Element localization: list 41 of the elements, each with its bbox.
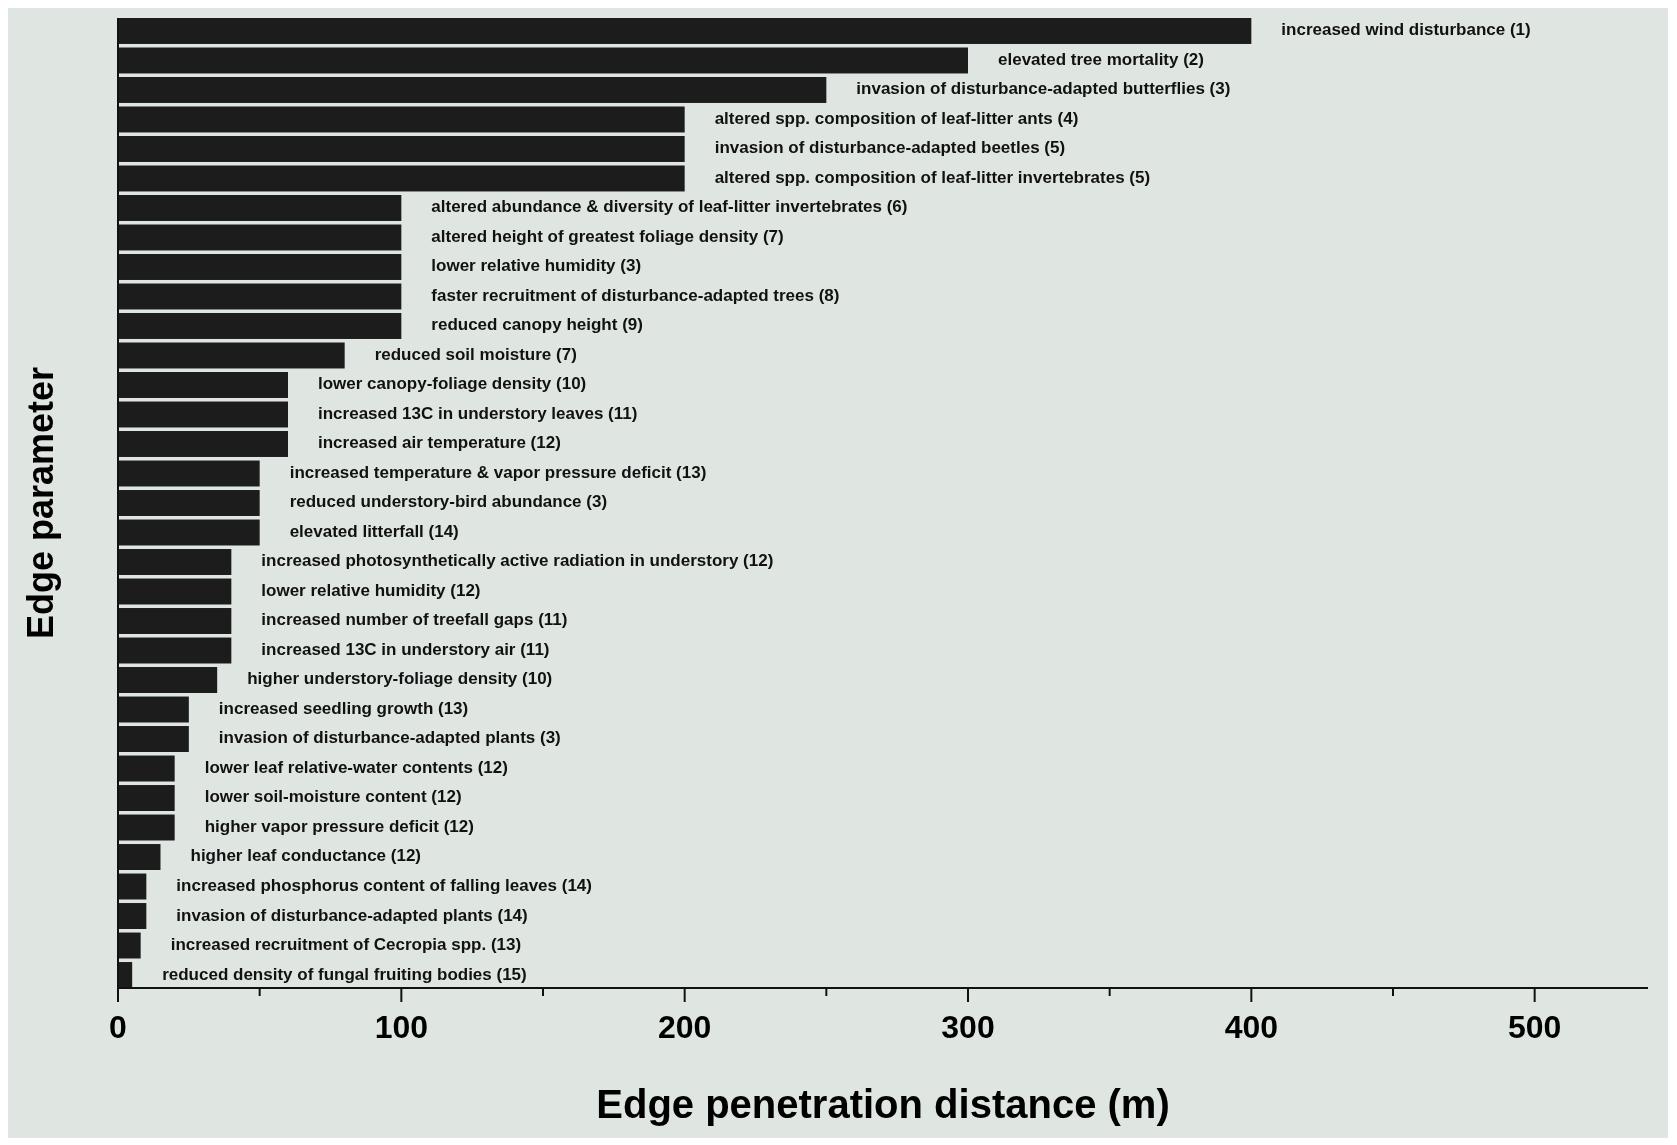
y-tick-label: reduced understory-bird abundance (3) — [289, 492, 608, 512]
y-tick-label: increased number of treefall gaps (11) — [261, 610, 568, 630]
y-tick-label: elevated tree mortality (2) — [998, 49, 1204, 69]
x-tick-label: 200 — [657, 1009, 712, 1045]
y-tick-label: reduced density of fungal fruiting bodies (15) — [162, 964, 527, 984]
y-tick-label: lower relative humidity (3) — [431, 256, 642, 276]
y-tick-label: altered spp. composition of leaf-litter ants (4) — [714, 108, 1079, 128]
y-tick-label: lower relative humidity (12) — [261, 580, 481, 600]
y-tick-label: lower leaf relative-water contents (12) — [204, 758, 508, 777]
x-tick-label: 400 — [1224, 1009, 1279, 1045]
y-tick-label: faster recruitment of disturbance-adapted trees (8) — [431, 285, 840, 305]
y-tick-label: increased phosphorus content of falling leaves (14) — [176, 876, 592, 895]
x-tick-label: 100 — [374, 1009, 429, 1045]
y-tick-label: higher understory-foliage density (10) — [247, 669, 553, 689]
x-tick-label: 500 — [1507, 1009, 1562, 1045]
y-tick-label: invasion of disturbance-adapted plants (3) — [218, 728, 561, 748]
y-tick-label: higher vapor pressure deficit (12) — [204, 817, 474, 836]
y-axis-title: Edge parameter — [20, 366, 61, 640]
y-tick-label: lower soil-moisture content (12) — [204, 787, 462, 807]
y-tick-label: increased wind disturbance (1) — [1281, 20, 1531, 40]
y-tick-label: increased 13C in understory leaves (11) — [318, 403, 638, 423]
y-tick-label: altered spp. composition of leaf-litter invertebrates (5) — [714, 167, 1151, 187]
x-tick-label: 0 — [109, 1009, 127, 1045]
y-tick-label: increased 13C in understory air (11) — [261, 639, 550, 659]
y-tick-label: increased air temperature (12) — [318, 433, 561, 453]
y-tick-label: reduced soil moisture (7) — [374, 344, 577, 364]
y-tick-label: higher leaf conductance (12) — [190, 846, 421, 866]
y-tick-label: invasion of disturbance-adapted plants (14) — [176, 905, 528, 925]
y-tick-label: increased seedling growth (13) — [218, 698, 469, 718]
y-tick-label: increased recruitment of Cecropia spp. (13) — [170, 935, 522, 954]
y-tick-label: reduced canopy height (9) — [431, 315, 643, 335]
y-tick-label: increased photosynthetically active radiation in understory (12) — [261, 551, 774, 571]
y-tick-label: increased temperature & vapor pressure deficit (13) — [289, 462, 707, 482]
y-tick-label: elevated litterfall (14) — [289, 521, 459, 541]
x-tick-label: 300 — [941, 1009, 995, 1045]
y-tick-label: altered abundance & diversity of leaf-litter invertebrates (6) — [431, 197, 908, 217]
y-tick-label: invasion of disturbance-adapted beetles (5) — [714, 138, 1066, 158]
y-tick-label: altered height of greatest foliage density (7) — [431, 226, 784, 246]
x-axis-title: Edge penetration distance (m) — [596, 1082, 1170, 1126]
y-tick-label: lower canopy-foliage density (10) — [318, 374, 587, 394]
y-tick-label: invasion of disturbance-adapted butterflies (3) — [856, 79, 1231, 99]
